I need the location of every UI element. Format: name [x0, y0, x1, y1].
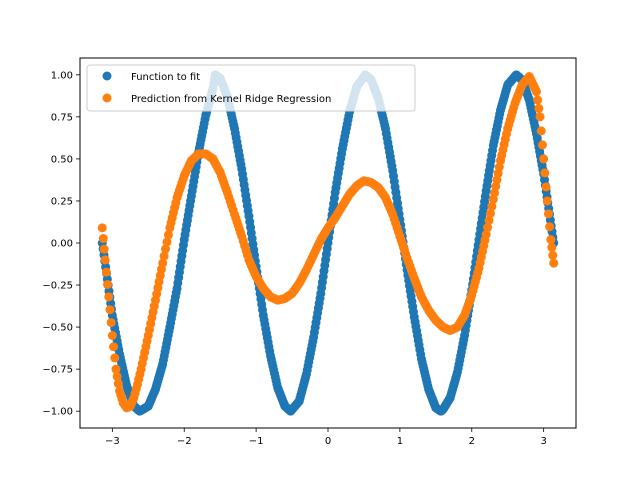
plot-area: [97, 70, 559, 416]
data-point: [537, 140, 547, 150]
data-point: [542, 196, 552, 206]
legend-box: [86, 64, 416, 112]
data-point: [541, 182, 551, 192]
y-tick-label: −1.00: [42, 407, 73, 418]
data-point: [97, 223, 107, 233]
x-tick-label: −1: [249, 436, 264, 447]
data-point: [539, 154, 549, 164]
y-tick-label: −0.50: [42, 323, 73, 334]
x-tick-label: 1: [397, 436, 403, 447]
x-tick-label: −2: [177, 436, 192, 447]
y-tick-label: 0.00: [51, 239, 73, 250]
y-tick-label: −0.75: [42, 365, 73, 376]
series-prediction: [97, 72, 559, 413]
x-axis: −3 −2 −1 0 1 2 3: [105, 428, 547, 447]
data-point: [547, 242, 557, 252]
data-point: [111, 364, 121, 374]
x-tick-label: 3: [540, 436, 546, 447]
data-point: [533, 95, 543, 105]
data-point: [535, 112, 545, 122]
data-point: [536, 126, 546, 136]
legend-marker-function: [102, 71, 112, 81]
data-point: [162, 237, 172, 247]
data-point: [103, 279, 113, 289]
data-point: [534, 103, 544, 113]
data-point: [163, 230, 173, 240]
data-point: [101, 267, 111, 277]
x-tick-label: −3: [105, 436, 120, 447]
y-tick-label: 0.75: [51, 112, 73, 123]
data-point: [549, 258, 559, 268]
y-tick-label: 0.50: [51, 154, 73, 165]
data-point: [113, 379, 123, 389]
y-axis: −1.00 −0.75 −0.50 −0.25 0.00 0.25 0.50 0.75 1.00: [42, 70, 80, 418]
data-point: [107, 331, 117, 340]
x-tick-label: 0: [325, 436, 331, 447]
data-point: [483, 223, 493, 233]
data-point: [158, 258, 168, 268]
data-point: [109, 342, 119, 352]
data-point: [543, 209, 553, 219]
data-point: [100, 255, 110, 265]
x-tick-label: 2: [469, 436, 475, 447]
data-point: [531, 87, 541, 97]
data-point: [99, 244, 109, 254]
data-point: [485, 208, 495, 218]
data-point: [484, 215, 494, 225]
y-tick-label: −0.25: [42, 281, 73, 292]
data-point: [98, 234, 108, 244]
data-point: [540, 168, 550, 178]
data-point: [159, 251, 169, 261]
legend: Function to fit Prediction from Kernel R…: [86, 64, 416, 112]
y-tick-label: 0.25: [51, 196, 73, 207]
y-tick-label: 1.00: [51, 70, 73, 81]
data-point: [545, 222, 555, 232]
data-point: [105, 305, 115, 315]
legend-label-prediction: Prediction from Kernel Ridge Regression: [131, 94, 331, 105]
data-point: [481, 230, 491, 240]
data-point: [548, 250, 558, 260]
data-point: [546, 235, 556, 245]
data-point: [487, 201, 497, 211]
legend-label-function: Function to fit: [131, 72, 200, 83]
data-point: [104, 292, 114, 302]
data-point: [161, 244, 171, 254]
legend-marker-prediction: [102, 93, 112, 103]
data-point: [112, 371, 122, 381]
data-point: [106, 318, 116, 328]
data-point: [110, 353, 120, 363]
